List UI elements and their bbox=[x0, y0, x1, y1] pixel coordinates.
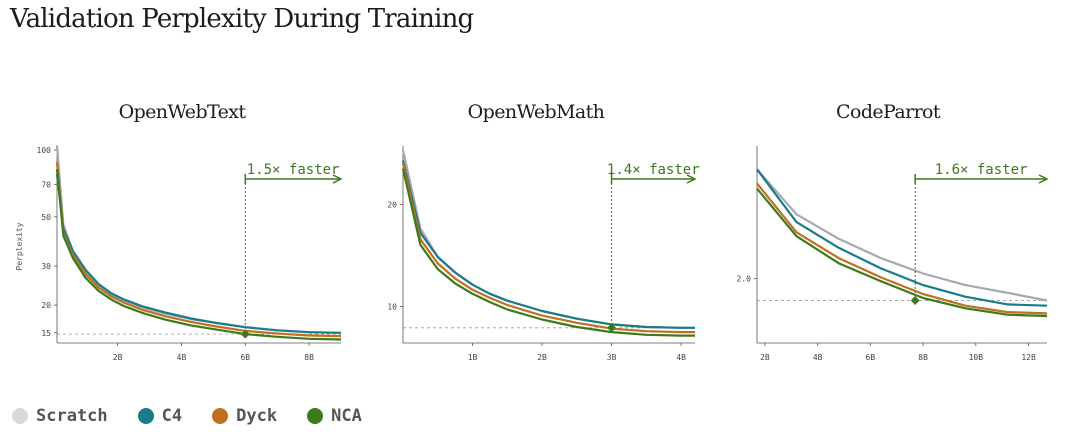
legend-swatch-c4 bbox=[137, 408, 154, 424]
x-tick-label: 2B bbox=[760, 353, 770, 362]
chart-title: OpenWebText bbox=[119, 101, 247, 123]
legend-label: NCA bbox=[331, 406, 362, 426]
annotation-arrow-head bbox=[686, 174, 697, 184]
series-line-dyck bbox=[401, 162, 695, 334]
x-tick-label: 12B bbox=[1021, 353, 1036, 362]
x-tick-label: 6B bbox=[866, 353, 876, 362]
legend: Scratch C4 Dyck NCA bbox=[12, 406, 362, 426]
y-tick-label: 20 bbox=[387, 201, 397, 210]
series-line-nca bbox=[401, 168, 695, 337]
x-tick-label: 4B bbox=[177, 353, 187, 362]
legend-swatch-dyck bbox=[212, 408, 229, 424]
series-line-scratch bbox=[756, 168, 1048, 302]
x-tick-label: 2B bbox=[113, 353, 123, 362]
x-tick-label: 6B bbox=[240, 353, 250, 362]
legend-item-c4: C4 bbox=[137, 406, 183, 426]
series-line-c4 bbox=[55, 173, 342, 334]
legend-item-nca: NCA bbox=[307, 406, 362, 426]
series-line-dyck bbox=[756, 182, 1048, 315]
annotation-label: 1.4× faster bbox=[607, 162, 700, 178]
y-tick-label: 2.0 bbox=[737, 275, 752, 284]
legend-swatch-scratch bbox=[12, 408, 28, 424]
legend-item-dyck: Dyck bbox=[212, 406, 277, 426]
legend-item-scratch: Scratch bbox=[12, 406, 108, 426]
x-tick-label: 8B bbox=[304, 353, 314, 362]
legend-label: Dyck bbox=[236, 406, 278, 426]
series-line-c4 bbox=[756, 168, 1048, 307]
series-line-c4 bbox=[401, 160, 695, 329]
annotation-diamond-marker bbox=[607, 323, 617, 333]
y-tick-label: 20 bbox=[41, 301, 51, 310]
series-line-nca bbox=[756, 187, 1048, 318]
y-tick-label: 15 bbox=[41, 329, 51, 338]
x-tick-label: 2B bbox=[537, 353, 547, 362]
charts-area: OpenWebText 15 20 30 50 70 100 2B 4B 6B 8B Perplexi… bbox=[15, 101, 1049, 362]
x-tick-label: 4B bbox=[813, 353, 823, 362]
annotation-label: 1.5× faster bbox=[247, 162, 340, 178]
series-line-dyck bbox=[55, 162, 342, 338]
page-title: Validation Perplexity During Training bbox=[10, 4, 474, 34]
annotation-diamond-marker bbox=[910, 296, 920, 306]
x-tick-label: 1B bbox=[468, 353, 478, 362]
x-tick-label: 4B bbox=[676, 353, 686, 362]
y-tick-label: 30 bbox=[41, 262, 51, 271]
x-tick-label: 3B bbox=[607, 353, 617, 362]
chart-panel-2: OpenWebMath 10 20 1B 2B 3B 4B 1.4× faster bbox=[387, 101, 699, 362]
annotation-arrow-head bbox=[1038, 174, 1049, 184]
x-tick-label: 8B bbox=[918, 353, 928, 362]
chart-title: OpenWebMath bbox=[468, 101, 605, 123]
y-tick-label: 10 bbox=[387, 302, 397, 311]
chart-panel-1: OpenWebText 15 20 30 50 70 100 2B 4B 6B 8B Perplexi… bbox=[15, 101, 343, 362]
chart-title: CodeParrot bbox=[836, 101, 941, 123]
y-tick-label: 50 bbox=[41, 213, 51, 222]
x-tick-label: 10B bbox=[969, 353, 984, 362]
legend-label: Scratch bbox=[36, 406, 108, 426]
y-tick-label: 100 bbox=[37, 146, 52, 155]
chart-panel-3: CodeParrot 2.0 2B 4B 6B 8B 10B 12B 1.6× faster bbox=[737, 101, 1049, 362]
y-tick-label: 70 bbox=[41, 180, 51, 189]
legend-swatch-nca bbox=[307, 408, 324, 424]
legend-label: C4 bbox=[161, 406, 183, 426]
annotation-label: 1.6× faster bbox=[935, 162, 1028, 178]
series-line-nca bbox=[55, 168, 342, 341]
y-axis-label: Perplexity bbox=[15, 222, 24, 270]
annotation-arrow-head bbox=[332, 174, 343, 184]
annotation-diamond-marker bbox=[240, 329, 250, 339]
